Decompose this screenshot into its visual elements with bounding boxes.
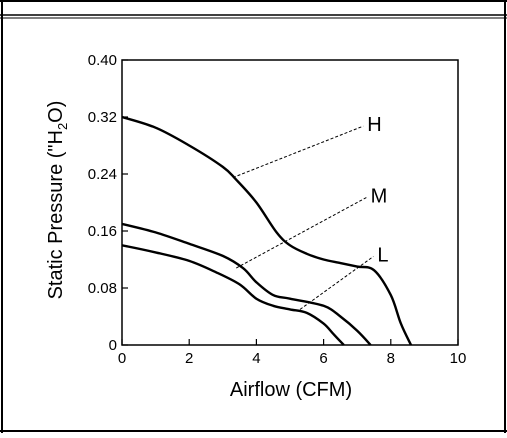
- y-tick-label: 0: [109, 337, 117, 354]
- series-line-h: [121, 115, 413, 346]
- series-leader-m: [236, 196, 367, 269]
- plot-area: [121, 59, 459, 346]
- y-axis-title: Static Pressure ("H2O): [45, 101, 70, 300]
- x-tick-label: 0: [118, 350, 126, 367]
- tick-labels: 0 2 4 6 8 10 0 0.08 0.16 0.24 0.32 0.40: [88, 52, 467, 367]
- series-leader-h: [232, 125, 364, 179]
- x-tick-label: 8: [387, 350, 395, 367]
- x-tick-label: 10: [450, 350, 467, 367]
- y-tick-label: 0.32: [88, 109, 117, 126]
- series-leader-l: [299, 256, 374, 310]
- x-tick-label: 4: [252, 350, 260, 367]
- series-lines: H M L: [121, 114, 413, 346]
- series-label-m: M: [371, 185, 388, 207]
- x-axis-title: Airflow (CFM): [230, 379, 352, 401]
- y-tick-label: 0.08: [88, 280, 117, 297]
- y-axis-title-subscript: 2: [55, 123, 70, 130]
- series-label-h: H: [367, 114, 381, 136]
- x-tick-label: 2: [185, 350, 193, 367]
- series-label-l: L: [377, 245, 388, 267]
- y-tick-label: 0.24: [88, 166, 117, 183]
- series-line-m: [121, 222, 372, 346]
- y-axis-title-end: O): [45, 101, 67, 123]
- y-tick-label: 0.16: [88, 223, 117, 240]
- plot-box: [121, 59, 459, 346]
- y-axis-title-main: Static Pressure ("H: [45, 130, 67, 299]
- y-tick-label: 0.40: [88, 52, 117, 69]
- series-line-l: [121, 244, 345, 346]
- x-tick-label: 6: [319, 350, 327, 367]
